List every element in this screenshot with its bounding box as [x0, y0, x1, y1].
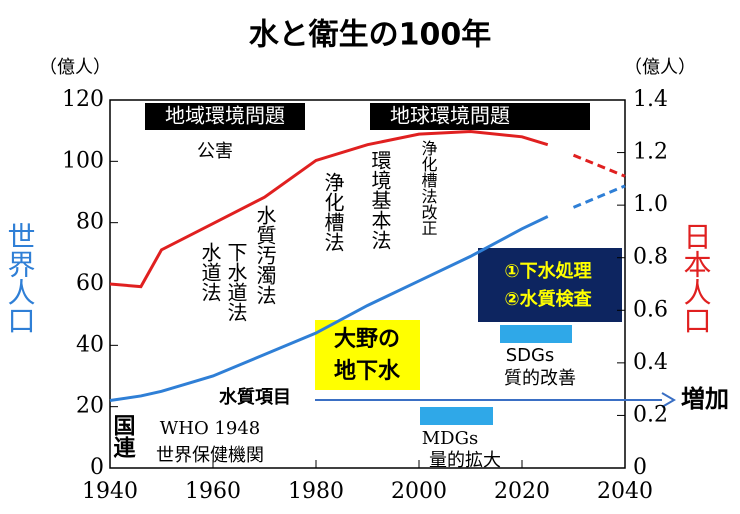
y-tick-label: 120 [62, 87, 104, 112]
y-tick-label: 20 [76, 394, 104, 419]
annotation: 水道法 [198, 242, 222, 302]
annotation: 公害 [197, 141, 233, 162]
annotation: 地球環境問題 [390, 104, 510, 128]
period-bar [420, 407, 493, 425]
annotation: 水質項目 [219, 386, 291, 408]
label-box [145, 103, 305, 130]
y2-tick-label: 1.0 [633, 192, 668, 217]
y2-tick-label: 0 [633, 455, 647, 480]
annotation: ②水質検査 [504, 288, 591, 310]
y-tick-label: 100 [62, 148, 104, 173]
y-tick-label: 60 [76, 271, 104, 296]
y2-tick-label: 0.2 [633, 402, 668, 427]
annotation: 地域環境問題 [165, 104, 285, 128]
annotation: 浄化槽法 [321, 172, 345, 252]
x-tick-label: 2040 [597, 479, 653, 504]
y2-tick-label: 1.4 [633, 87, 668, 112]
x-tick-label: 1980 [288, 479, 344, 504]
y-tick-label: 0 [90, 455, 104, 480]
annotation: 大野の [334, 327, 400, 352]
y-unit: （億人） [39, 57, 111, 78]
y-tick-label: 80 [76, 210, 104, 235]
annotation: WHO 1948 [160, 418, 261, 439]
annotation: 水質汚濁法 [253, 205, 277, 305]
annotation: ①下水処理 [504, 260, 591, 282]
x-tick-label: 1960 [185, 479, 241, 504]
annotation: 下水道法 [224, 242, 248, 322]
line-series [109, 215, 549, 403]
annotation: MDGs [422, 428, 478, 449]
line-series [572, 184, 626, 209]
annotation: 環境基本法 [368, 150, 392, 250]
arrow-head [661, 392, 676, 408]
period-bar [500, 325, 572, 343]
y2-tick-label: 0.6 [633, 297, 668, 322]
annotation: 量的拡大 [429, 450, 501, 471]
label-box [370, 103, 590, 130]
x-tick-label: 1940 [82, 479, 138, 504]
annotation: SDGs [506, 345, 555, 366]
annotation: 質的改善 [504, 368, 576, 389]
chart-title: 水と衛生の100年 [249, 18, 492, 53]
annotation: 浄化槽法改正 [419, 140, 438, 236]
annotation: 国連 [110, 414, 136, 459]
x-tick-label: 2020 [494, 479, 550, 504]
label-box [315, 320, 420, 390]
annotation: 地下水 [334, 359, 401, 384]
line-series [572, 153, 626, 178]
y2-unit: （億人） [624, 57, 696, 78]
annotation: 世界保健機関 [156, 445, 264, 466]
y2-tick-label: 1.2 [633, 140, 668, 165]
line-series [109, 130, 549, 289]
y-axis-label: 世界人口 [4, 222, 37, 334]
y-tick-label: 40 [76, 332, 104, 357]
annotation: 増加 [681, 385, 729, 413]
x-tick-label: 2000 [391, 479, 447, 504]
y2-axis-label: 日本人口 [680, 222, 713, 334]
y2-tick-label: 0.4 [633, 350, 668, 375]
y2-tick-label: 0.8 [633, 245, 668, 270]
label-box [478, 248, 622, 322]
